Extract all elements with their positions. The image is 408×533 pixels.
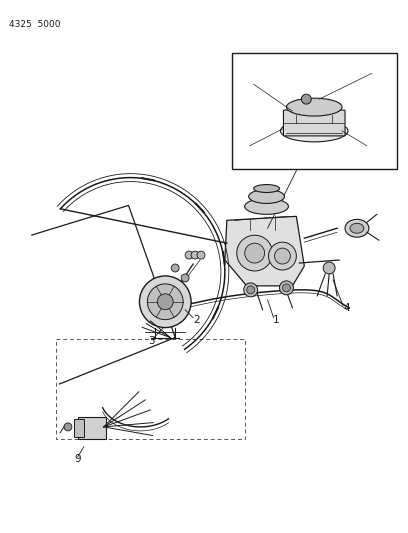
Ellipse shape	[350, 223, 364, 233]
Circle shape	[171, 264, 179, 272]
Text: 3: 3	[149, 336, 155, 346]
Text: 4: 4	[343, 303, 350, 313]
Text: 6: 6	[249, 76, 255, 86]
Text: 8: 8	[367, 144, 373, 154]
Text: 2: 2	[193, 314, 200, 325]
Text: 7: 7	[374, 64, 381, 74]
Ellipse shape	[280, 120, 348, 142]
FancyBboxPatch shape	[284, 110, 345, 136]
Bar	[232, 53, 397, 168]
Circle shape	[237, 235, 273, 271]
Circle shape	[181, 274, 189, 282]
Text: 4325  5000: 4325 5000	[9, 20, 61, 29]
Ellipse shape	[254, 184, 279, 192]
Circle shape	[157, 294, 173, 310]
Circle shape	[140, 276, 191, 328]
Circle shape	[275, 248, 290, 264]
Text: 9: 9	[74, 454, 80, 464]
Circle shape	[282, 284, 290, 292]
Circle shape	[197, 251, 205, 259]
Ellipse shape	[245, 198, 288, 214]
Ellipse shape	[249, 190, 284, 204]
Ellipse shape	[286, 98, 342, 116]
Circle shape	[244, 283, 257, 297]
Bar	[56, 340, 245, 439]
Circle shape	[247, 286, 255, 294]
Text: 1: 1	[273, 314, 279, 325]
Circle shape	[245, 243, 264, 263]
Bar	[78, 417, 106, 439]
Circle shape	[147, 284, 183, 320]
Circle shape	[279, 281, 293, 295]
Circle shape	[323, 262, 335, 274]
Polygon shape	[225, 216, 304, 286]
Circle shape	[268, 242, 296, 270]
Circle shape	[185, 251, 193, 259]
Circle shape	[64, 423, 72, 431]
Circle shape	[191, 251, 199, 259]
Circle shape	[302, 94, 311, 104]
Text: 5: 5	[241, 144, 247, 154]
Ellipse shape	[345, 219, 369, 237]
Bar	[74, 419, 84, 437]
